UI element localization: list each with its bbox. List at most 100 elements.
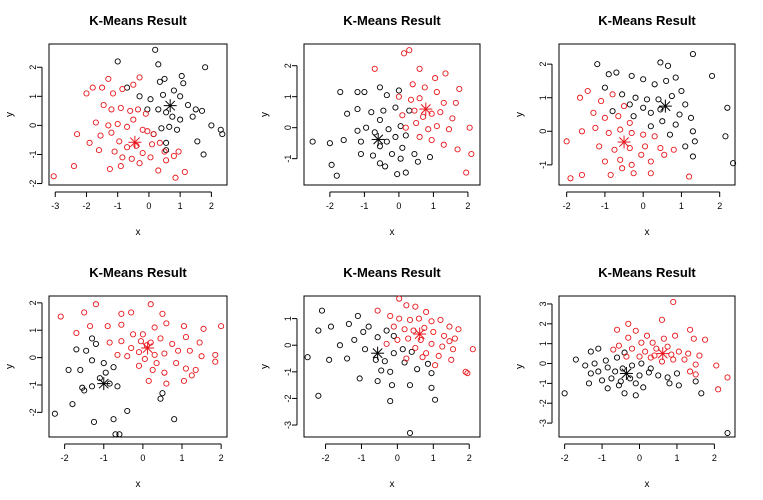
data-point xyxy=(450,346,457,353)
data-point xyxy=(464,370,471,377)
data-point xyxy=(452,99,459,106)
y-axis-label: y xyxy=(260,112,271,117)
y-tick-label: -2 xyxy=(28,180,38,188)
data-point xyxy=(420,113,427,120)
data-point xyxy=(149,141,156,148)
data-point xyxy=(152,46,159,53)
y-tick-label: 0 xyxy=(28,123,38,128)
y-tick-label: 1 xyxy=(538,95,548,100)
x-tick-label: 1 xyxy=(674,453,679,463)
center-marker-stroke xyxy=(98,378,109,389)
data-point xyxy=(405,335,412,342)
data-point xyxy=(381,358,388,365)
data-point xyxy=(387,398,394,405)
data-point xyxy=(567,175,574,182)
data-point xyxy=(86,139,93,146)
data-point xyxy=(315,392,322,399)
data-point xyxy=(445,126,452,133)
data-point xyxy=(403,355,410,362)
data-point xyxy=(198,353,205,360)
data-point xyxy=(169,340,176,347)
data-point xyxy=(628,129,635,137)
data-point xyxy=(127,107,134,114)
data-point xyxy=(161,369,168,376)
data-point xyxy=(376,116,383,123)
data-point xyxy=(642,143,649,150)
x-axis-label: x xyxy=(136,479,141,490)
data-point xyxy=(147,154,154,161)
data-point xyxy=(161,148,168,155)
data-point xyxy=(106,339,113,346)
x-tick-label: -1 xyxy=(598,453,606,463)
data-point xyxy=(92,301,99,308)
data-point xyxy=(628,345,636,352)
data-point xyxy=(632,94,639,101)
x-tick-label: 1 xyxy=(180,453,185,463)
data-point xyxy=(437,109,444,116)
data-point xyxy=(114,120,121,127)
data-point xyxy=(678,87,685,95)
data-point xyxy=(186,347,193,354)
data-point xyxy=(141,355,148,363)
data-point xyxy=(607,171,614,178)
data-point xyxy=(192,106,199,113)
data-point xyxy=(159,91,167,98)
data-point xyxy=(161,75,168,82)
data-point xyxy=(135,349,143,356)
data-point xyxy=(587,370,594,377)
y-axis-label: y xyxy=(515,364,526,369)
cluster-1-points xyxy=(309,84,434,179)
data-point xyxy=(157,395,164,402)
data-point xyxy=(640,76,647,83)
data-point xyxy=(118,338,125,345)
data-point xyxy=(415,315,422,322)
data-point xyxy=(180,323,188,330)
data-point xyxy=(724,374,731,381)
data-point xyxy=(116,138,123,145)
data-point xyxy=(106,165,113,173)
x-tick-label: -2 xyxy=(563,201,571,211)
data-point xyxy=(433,123,440,130)
data-point xyxy=(602,357,609,364)
chart-title: K-Means Result xyxy=(343,265,441,280)
data-point xyxy=(326,356,333,363)
y-tick-label: -1 xyxy=(28,150,38,158)
data-point xyxy=(175,148,182,155)
center-marker-stroke xyxy=(657,348,668,359)
data-point xyxy=(414,158,421,165)
data-point xyxy=(627,375,634,382)
data-point xyxy=(200,151,207,158)
data-point xyxy=(155,61,162,68)
y-tick-label: 1 xyxy=(283,94,293,99)
data-point xyxy=(142,110,149,117)
data-point xyxy=(446,338,453,345)
data-point xyxy=(161,350,168,357)
data-point xyxy=(625,334,632,341)
data-point xyxy=(128,344,135,352)
cluster-2-center-marker xyxy=(419,102,433,116)
data-point xyxy=(309,138,316,145)
data-point xyxy=(170,152,177,159)
data-point xyxy=(613,69,620,76)
data-point xyxy=(590,109,597,116)
data-point xyxy=(344,110,351,117)
data-point xyxy=(383,327,390,334)
y-tick-label: 2 xyxy=(28,300,38,305)
data-point xyxy=(128,155,135,162)
x-tick-label: 1 xyxy=(679,201,684,211)
data-point xyxy=(687,114,695,121)
x-axis-label: x xyxy=(390,227,395,238)
cluster-1-center-marker xyxy=(619,366,633,380)
data-point xyxy=(73,329,80,337)
data-point xyxy=(406,47,413,54)
data-point xyxy=(57,313,64,320)
data-point xyxy=(601,158,608,165)
data-point xyxy=(219,131,226,138)
data-point xyxy=(87,323,94,330)
y-tick-label: -2 xyxy=(283,394,293,402)
plot-frame xyxy=(303,43,481,186)
data-point xyxy=(382,163,389,170)
data-point xyxy=(399,346,406,353)
data-point xyxy=(626,145,633,152)
data-point xyxy=(392,133,399,141)
